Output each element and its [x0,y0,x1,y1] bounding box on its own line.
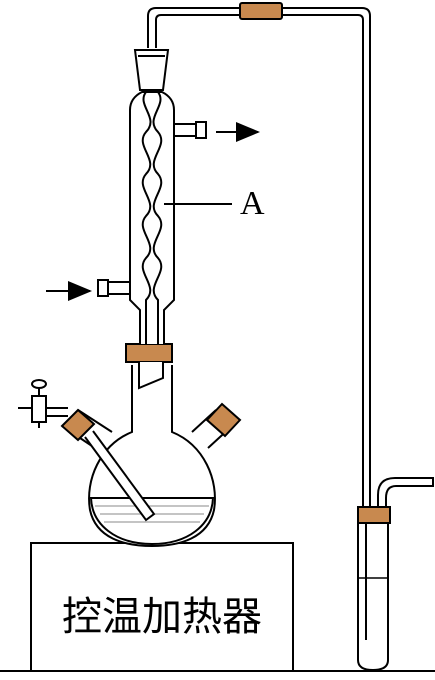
dip-tube [84,430,156,522]
right-neck-stopper [205,402,242,438]
heater-label: 控温加热器 [62,594,262,640]
condenser [97,49,207,344]
tube-joint [239,2,283,20]
condenser-tip [138,362,164,390]
center-neck-stopper [125,343,173,363]
stopcock [18,379,68,428]
left-neck-stopper [60,408,96,442]
flask-liquid [89,497,215,546]
test-tube-stopper [357,506,391,524]
heater-box: 控温加热器 [30,542,294,672]
test-tube [357,477,434,672]
condenser-label-a: A [240,185,265,222]
